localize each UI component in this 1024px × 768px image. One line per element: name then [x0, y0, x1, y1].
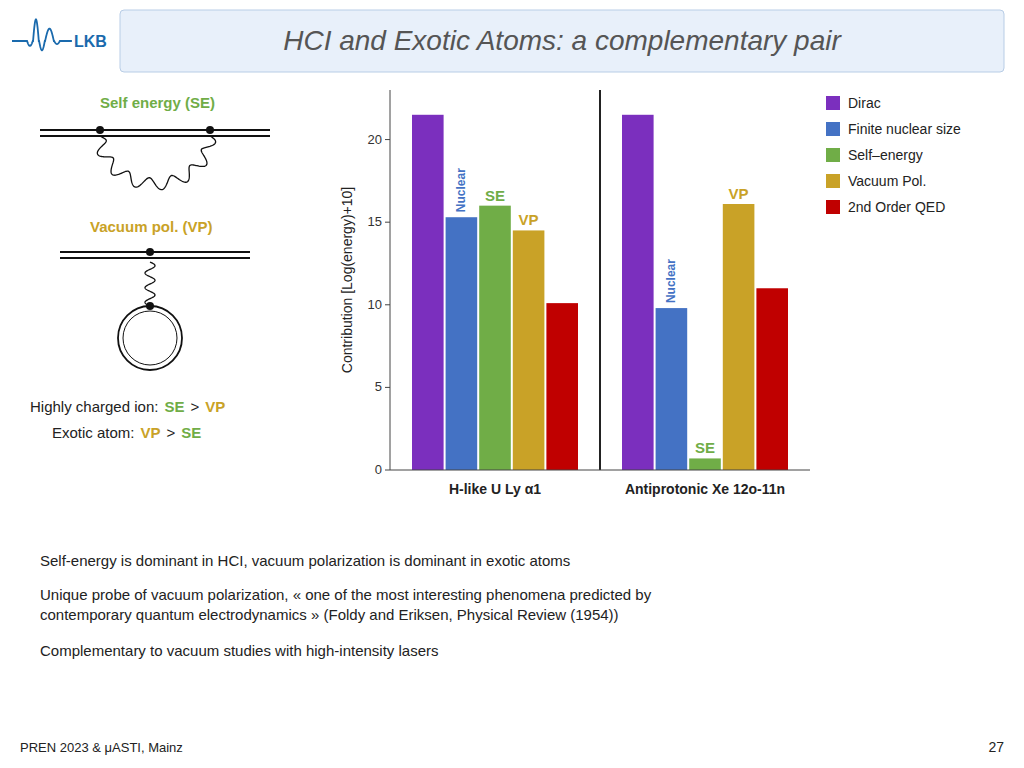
bar — [723, 204, 755, 470]
comparison-text: > — [167, 424, 176, 441]
y-tick-label: 10 — [368, 297, 382, 312]
electron-line — [40, 129, 270, 131]
diagram-label: Self energy (SE) — [100, 94, 215, 111]
electron-line — [60, 251, 250, 253]
vertex — [206, 126, 214, 134]
photon-line — [145, 262, 155, 306]
bar — [446, 217, 478, 470]
y-tick — [385, 139, 390, 140]
vertex — [146, 248, 154, 256]
legend-entry: Self–energy — [848, 147, 923, 163]
y-axis — [390, 90, 391, 470]
comparison-text: VP — [205, 398, 225, 415]
title: HCI and Exotic Atoms: a complementary pa… — [283, 25, 842, 56]
background — [0, 0, 1024, 768]
bar — [689, 458, 721, 470]
comparison-text: SE — [181, 424, 201, 441]
group-separator — [599, 90, 601, 470]
bottom-text: Self-energy is dominant in HCI, vacuum p… — [40, 552, 570, 569]
bar — [479, 206, 511, 470]
bar — [622, 115, 654, 470]
comparison-text: > — [190, 398, 199, 415]
comparison-text: Highly charged ion: — [30, 398, 158, 415]
legend: Dirac Finite nuclear size Self–energy Vacuu… — [826, 95, 961, 215]
bar — [513, 230, 545, 470]
page-number: 27 — [988, 739, 1004, 755]
electron-line — [40, 135, 270, 137]
diagram-label: Vacuum pol. (VP) — [90, 218, 213, 235]
bottom-text: Complementary to vacuum studies with hig… — [40, 642, 439, 659]
footer: PREN 2023 & μASTI, Mainz — [20, 740, 183, 755]
bar-label: Nuclear — [454, 168, 468, 212]
y-tick-label: 5 — [375, 379, 382, 394]
logo-text: LKB — [74, 33, 107, 50]
y-axis-label: Contribution [Log(energy)+10] — [339, 187, 355, 373]
comparison-text: Exotic atom: — [52, 424, 135, 441]
photon-line — [97, 136, 215, 190]
bar-label: Nuclear — [664, 259, 678, 303]
bar-chart: 0 5 10 15 20 Contribution [Log(energy)+10] H-l… — [339, 90, 810, 497]
bar — [756, 288, 788, 470]
y-tick — [385, 470, 390, 471]
fermion-loop — [123, 311, 177, 365]
bottom-text: Unique probe of vacuum polarization, « o… — [40, 586, 652, 623]
bar — [546, 303, 578, 470]
bar-label: SE — [695, 439, 715, 456]
electron-line — [60, 257, 250, 259]
legend-swatch — [826, 148, 840, 162]
logo-wave — [12, 19, 72, 50]
bar-label: VP — [729, 185, 749, 202]
legend-swatch — [826, 122, 840, 136]
slide: HCI and Exotic Atoms: a complementary pa… — [0, 0, 1024, 768]
x-tick-label: Antiprotonic Xe 12o-11n — [625, 481, 785, 497]
bar-label: VP — [519, 211, 539, 228]
vertex — [96, 126, 104, 134]
fermion-loop — [118, 306, 182, 370]
x-tick-label: H-like U Ly α1 — [449, 481, 541, 497]
title-box — [120, 10, 1004, 72]
comparison-text: SE — [164, 398, 184, 415]
bar — [656, 308, 688, 470]
y-tick-label: 15 — [368, 214, 382, 229]
legend-swatch — [826, 174, 840, 188]
annotation-line: contemporary quantum electrodynamics » (… — [40, 606, 619, 623]
legend-entry: Dirac — [848, 95, 881, 111]
bar — [412, 115, 444, 470]
legend-entry: Vacuum Pol. — [848, 173, 926, 189]
annotation-line: Unique probe of vacuum polarization, « o… — [40, 586, 652, 603]
x-axis — [390, 470, 810, 471]
y-tick-label: 0 — [375, 462, 382, 477]
y-tick-label: 20 — [368, 132, 382, 147]
y-tick — [385, 222, 390, 223]
legend-swatch — [826, 96, 840, 110]
legend-entry: Finite nuclear size — [848, 121, 961, 137]
y-tick — [385, 304, 390, 305]
legend-swatch — [826, 200, 840, 214]
legend-entry: 2nd Order QED — [848, 199, 945, 215]
y-tick — [385, 387, 390, 388]
bar-label: SE — [485, 187, 505, 204]
comparison-text: VP — [141, 424, 161, 441]
